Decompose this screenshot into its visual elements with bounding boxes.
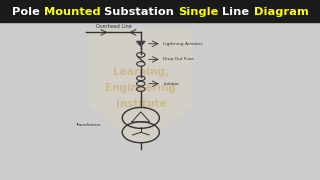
Text: Overhead Line: Overhead Line	[96, 24, 132, 29]
Text: Transformer: Transformer	[75, 123, 101, 127]
Text: Diagram: Diagram	[253, 7, 308, 17]
Text: Learning,: Learning,	[113, 67, 169, 77]
Polygon shape	[90, 31, 192, 148]
Text: Lightning Arrester: Lightning Arrester	[163, 42, 203, 46]
Text: Drop Out Fuse: Drop Out Fuse	[163, 57, 194, 61]
Bar	[0, 0, 320, 22]
Text: Mounted: Mounted	[44, 7, 100, 17]
Polygon shape	[137, 41, 145, 46]
Text: Engineering: Engineering	[105, 83, 176, 93]
Text: Line: Line	[219, 7, 253, 17]
Text: Institute: Institute	[116, 99, 166, 109]
Text: Isolator: Isolator	[163, 82, 179, 86]
Text: Substation: Substation	[100, 7, 178, 17]
Text: Pole: Pole	[12, 7, 44, 17]
Text: Single: Single	[178, 7, 219, 17]
